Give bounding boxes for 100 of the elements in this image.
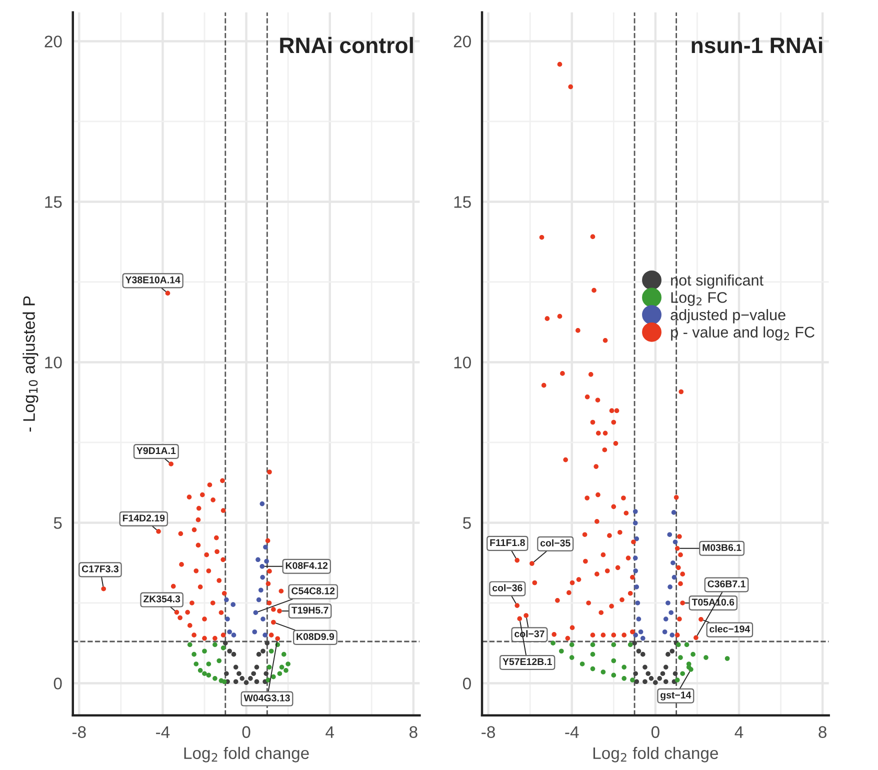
point [179, 562, 184, 567]
point [267, 470, 272, 474]
point [622, 664, 626, 670]
x-tick-label: -8 [482, 726, 495, 738]
point [192, 632, 196, 638]
point [638, 629, 644, 634]
point [212, 642, 218, 648]
point [672, 540, 678, 544]
point [214, 535, 219, 540]
y-tick-label: 0 [462, 678, 471, 690]
point [676, 642, 681, 648]
legend-label: Log$_{2}$ FC [671, 292, 727, 306]
point [187, 642, 192, 648]
point [202, 636, 207, 641]
point [264, 671, 269, 676]
y-tick-label: 5 [54, 517, 62, 529]
point [632, 509, 638, 514]
point [264, 640, 270, 646]
y-tick-label: 5 [463, 517, 471, 529]
point [277, 608, 282, 614]
point [168, 462, 174, 466]
point [254, 679, 260, 684]
point [630, 678, 635, 682]
point [640, 636, 646, 641]
point [192, 652, 196, 657]
point [224, 597, 229, 602]
point [632, 520, 638, 526]
y-tick-label: 10 [45, 356, 62, 368]
point [611, 642, 616, 648]
point [265, 538, 270, 544]
point [236, 671, 242, 676]
point [256, 652, 262, 657]
point [231, 652, 236, 657]
point [202, 616, 207, 622]
point [271, 674, 276, 680]
point [256, 597, 262, 602]
point [657, 676, 662, 681]
point [174, 610, 180, 615]
point [216, 578, 222, 583]
point [268, 632, 274, 638]
point [680, 671, 685, 676]
point [190, 600, 194, 606]
point [569, 655, 574, 660]
point [214, 549, 220, 554]
annotation: C54C8.12 [292, 587, 335, 594]
y-tick-label: 20 [44, 36, 62, 48]
point [260, 574, 265, 580]
point [636, 648, 642, 654]
legend-label: adjusted p−value [670, 309, 786, 324]
y-axis-title: - Log$_{10}$ adjusted P [22, 296, 38, 432]
point [240, 676, 245, 681]
x-tick-label: 4 [326, 726, 334, 738]
point [668, 610, 674, 616]
legend-label: p - value and log$_{2}$ FC [671, 326, 814, 341]
point [690, 652, 696, 657]
point [198, 584, 203, 590]
point [678, 655, 683, 660]
point [633, 568, 638, 574]
x-tick-label: -4 [565, 726, 579, 738]
point [224, 671, 229, 676]
y-tick-label: 15 [45, 196, 62, 208]
annotation: clec−194 [710, 625, 750, 632]
annotation: Y38E10A.14 [125, 276, 180, 284]
annotation: C36B7.1 [708, 580, 746, 588]
annotation: C17F3.3 [82, 565, 119, 572]
point [206, 662, 212, 666]
point [231, 632, 236, 638]
point [156, 528, 161, 534]
annotation: col−36 [492, 584, 522, 592]
point [277, 671, 282, 676]
point [267, 568, 272, 574]
point [663, 679, 668, 684]
point [674, 678, 680, 682]
point [670, 632, 675, 638]
point [634, 584, 640, 590]
point [271, 606, 276, 612]
point [633, 632, 638, 638]
point [286, 662, 290, 666]
point [634, 679, 640, 684]
point [672, 671, 678, 676]
point [170, 584, 176, 589]
point [590, 666, 596, 672]
point [207, 482, 212, 488]
annotation: F11F1.8 [490, 539, 525, 546]
point [648, 676, 654, 681]
point [206, 568, 212, 574]
point [260, 616, 266, 622]
point [663, 616, 668, 622]
annotation: ZK354.3 [143, 596, 180, 602]
point [198, 668, 203, 673]
point [642, 679, 648, 684]
point [192, 527, 197, 532]
point [196, 542, 201, 548]
point [218, 610, 224, 616]
point [611, 658, 616, 664]
x-tick-label: 8 [410, 726, 418, 738]
point [258, 588, 264, 593]
point [210, 600, 216, 606]
point [253, 610, 258, 616]
text: nsun-1 RNAi [692, 36, 822, 54]
